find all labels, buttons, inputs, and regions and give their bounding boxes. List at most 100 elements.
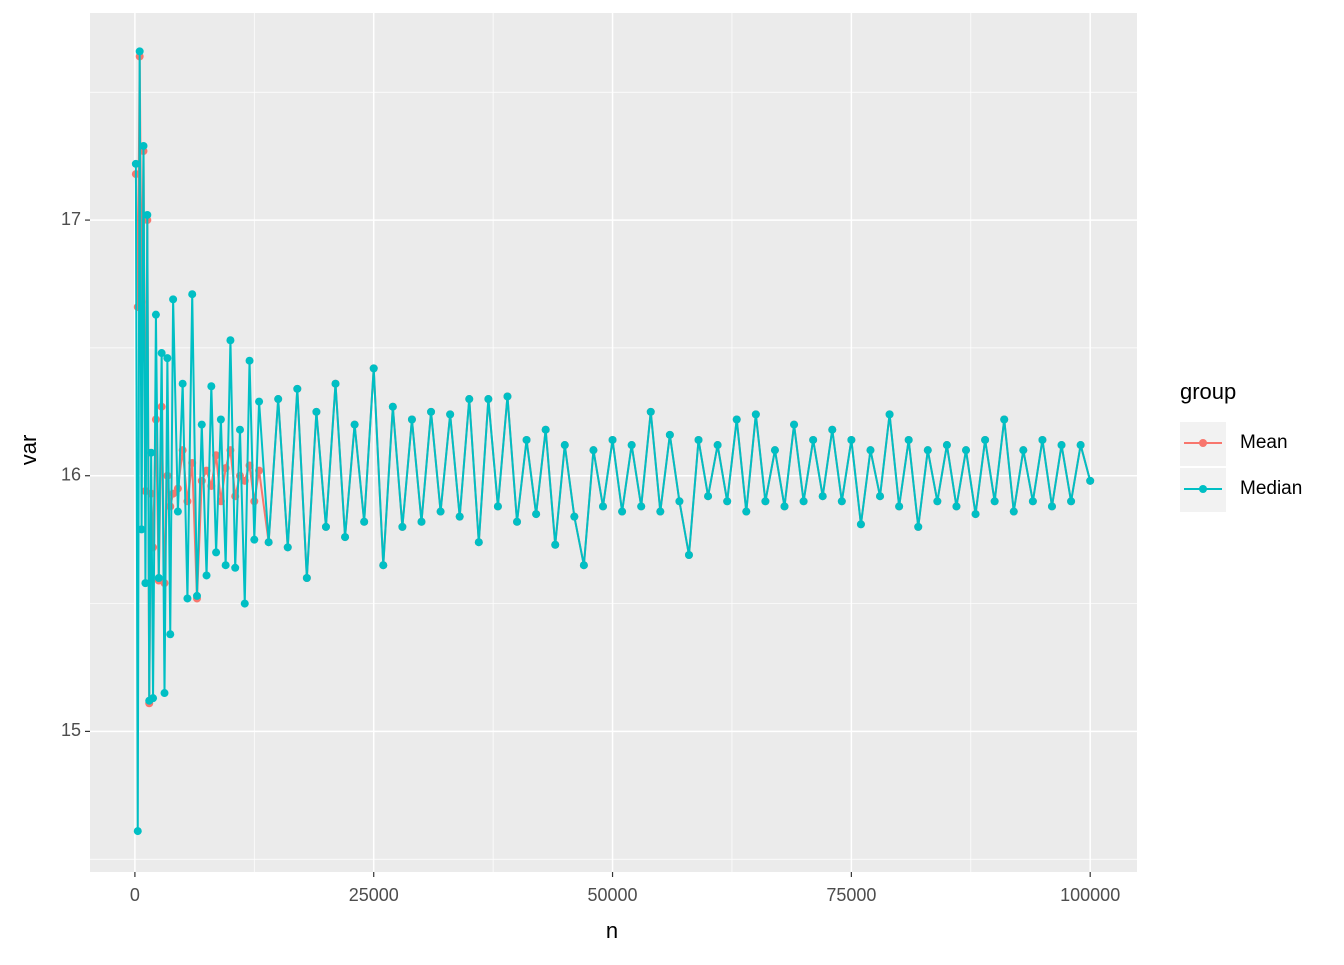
- data-point: [713, 441, 722, 450]
- data-point: [532, 510, 541, 519]
- data-point: [139, 141, 148, 150]
- data-point: [923, 446, 932, 455]
- data-point: [398, 522, 407, 531]
- data-point: [990, 497, 999, 506]
- data-point: [818, 492, 827, 501]
- data-point: [646, 407, 655, 416]
- y-axis-title: var: [16, 435, 41, 466]
- data-point: [828, 425, 837, 434]
- data-point: [780, 502, 789, 511]
- data-point: [541, 425, 550, 434]
- data-point: [350, 420, 359, 429]
- x-tick-label: 50000: [588, 885, 638, 905]
- data-point: [761, 497, 770, 506]
- legend-key-point: [1199, 485, 1207, 493]
- data-point: [723, 497, 732, 506]
- data-point: [226, 336, 235, 345]
- data-point: [250, 535, 259, 544]
- data-point: [178, 379, 187, 388]
- data-point: [255, 397, 264, 406]
- data-point: [742, 507, 751, 516]
- data-point: [147, 448, 156, 457]
- data-point: [914, 522, 923, 531]
- data-point: [971, 510, 980, 519]
- data-point: [962, 446, 971, 455]
- data-point: [570, 512, 579, 521]
- x-tick-label: 100000: [1060, 885, 1120, 905]
- data-point: [1057, 441, 1066, 450]
- legend-title: group: [1180, 379, 1236, 404]
- x-tick-label: 75000: [826, 885, 876, 905]
- data-point: [933, 497, 942, 506]
- data-point: [207, 382, 216, 391]
- data-point: [166, 502, 175, 511]
- data-point: [704, 492, 713, 501]
- data-point: [799, 497, 808, 506]
- data-point: [885, 410, 894, 419]
- data-point: [579, 561, 588, 570]
- data-point: [751, 410, 760, 419]
- data-point: [637, 502, 646, 511]
- data-point: [135, 47, 144, 56]
- data-point: [513, 517, 522, 526]
- data-point: [312, 407, 321, 416]
- data-point: [188, 290, 197, 299]
- data-point: [221, 561, 230, 570]
- data-point: [551, 540, 560, 549]
- data-point: [245, 356, 254, 365]
- data-point: [231, 563, 240, 572]
- data-point: [240, 599, 249, 608]
- legend-label: Median: [1240, 478, 1302, 499]
- data-point: [598, 502, 607, 511]
- data-point: [503, 392, 512, 401]
- data-point: [790, 420, 799, 429]
- data-point: [618, 507, 627, 516]
- data-point: [1047, 502, 1056, 511]
- data-point: [302, 573, 311, 582]
- data-point: [1009, 507, 1018, 516]
- data-point: [895, 502, 904, 511]
- data-point: [160, 689, 169, 698]
- data-point: [149, 694, 158, 703]
- data-point: [173, 507, 182, 516]
- data-point: [141, 579, 150, 588]
- data-point: [589, 446, 598, 455]
- data-point: [274, 395, 283, 404]
- data-point: [465, 395, 474, 404]
- data-point: [809, 435, 818, 444]
- data-point: [341, 533, 350, 542]
- data-point: [163, 354, 172, 363]
- data-point: [388, 402, 397, 411]
- data-point: [942, 441, 951, 450]
- data-point: [474, 538, 483, 547]
- legend-label: Mean: [1240, 432, 1288, 453]
- data-point: [522, 435, 531, 444]
- data-point: [1067, 497, 1076, 506]
- data-point: [293, 384, 302, 393]
- legend-key-point: [1199, 439, 1207, 447]
- data-point: [684, 550, 693, 559]
- data-point: [379, 561, 388, 570]
- data-point: [192, 591, 201, 600]
- data-point: [321, 522, 330, 531]
- data-point: [1076, 441, 1085, 450]
- data-point: [283, 543, 292, 552]
- x-axis-title: n: [606, 918, 618, 943]
- data-point: [904, 435, 913, 444]
- data-point: [455, 512, 464, 521]
- data-point: [436, 507, 445, 516]
- data-point: [151, 310, 160, 319]
- data-point: [866, 446, 875, 455]
- data-point: [732, 415, 741, 424]
- x-tick-label: 25000: [349, 885, 399, 905]
- y-tick-label: 15: [61, 720, 81, 740]
- y-tick-label: 16: [61, 464, 81, 484]
- data-point: [627, 441, 636, 450]
- data-point: [560, 441, 569, 450]
- data-point: [493, 502, 502, 511]
- data-point: [197, 420, 206, 429]
- data-point: [360, 517, 369, 526]
- data-point: [133, 827, 142, 836]
- data-point: [608, 435, 617, 444]
- x-tick-label: 0: [130, 885, 140, 905]
